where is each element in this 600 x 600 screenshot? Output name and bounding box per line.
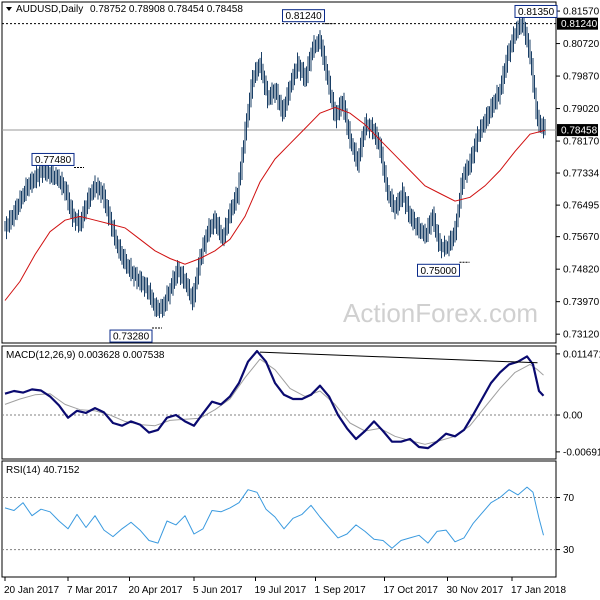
current-price-label-bg — [557, 124, 598, 137]
price-annotation-box — [31, 152, 75, 166]
price-tick-label: 0.75670 — [563, 232, 600, 243]
chart-header: AUDUSD,Daily 0.78752 0.78908 0.78454 0.7… — [6, 4, 243, 15]
macd-tick-label: -0.006913 — [563, 447, 600, 458]
moving-average-line — [4, 106, 546, 301]
price-annotation-label: 0.81350 — [518, 7, 555, 18]
price-tick-label: 0.77334 — [563, 169, 600, 180]
price-tick-label: 0.73120 — [563, 330, 600, 341]
price-annotation-box — [109, 329, 153, 343]
date-tick-label: 17 Jan 2018 — [511, 585, 566, 596]
rsi-tick-label: 30 — [563, 545, 575, 556]
dropdown-triangle-icon[interactable] — [6, 7, 12, 11]
watermark: ActionForex.com — [343, 298, 538, 328]
resistance-price-label: 0.81240 — [561, 19, 598, 30]
date-tick-label: 17 Oct 2017 — [384, 585, 439, 596]
date-tick-label: 20 Apr 2017 — [129, 585, 183, 596]
macd-signal-line — [4, 358, 544, 445]
macd-tick-label: 0.00 — [563, 411, 583, 422]
macd-trendline — [259, 351, 538, 364]
price-panel: ActionForex.com 0.81570 0.80720 0.79870 0.7… — [1, 1, 600, 344]
price-tick-label: 0.79870 — [563, 72, 600, 83]
price-tick-label: 0.80720 — [563, 39, 600, 50]
date-tick-label: 7 Mar 2017 — [67, 585, 118, 596]
price-tick-label: 0.78170 — [563, 137, 600, 148]
price-tick-label: 0.73970 — [563, 297, 600, 308]
symbol-label: AUDUSD,Daily — [16, 4, 83, 15]
date-axis: 20 Jan 2017 7 Mar 2017 20 Apr 2017 5 Jun 20… — [4, 577, 566, 596]
price-annotation-label: 0.81240 — [286, 11, 323, 22]
rsi-panel: 70 30 RSI(14) 40.7152 — [1, 460, 575, 578]
resistance-price-label-bg — [557, 17, 598, 30]
ohlc-values: 0.78752 0.78908 0.78454 0.78458 — [90, 4, 243, 15]
price-tick-label: 0.76495 — [563, 201, 600, 212]
price-tick-label: 0.74820 — [563, 265, 600, 276]
date-tick-label: 20 Jan 2017 — [4, 585, 59, 596]
current-price-label: 0.78458 — [561, 126, 598, 137]
macd-panel: 0.011471 0.00 -0.006913 MACD(12,26,9) 0.00… — [1, 345, 600, 460]
price-tick-label: 0.79020 — [563, 104, 600, 115]
price-annotation-label: 0.77480 — [35, 155, 72, 166]
price-annotation-label: 0.75000 — [421, 266, 458, 277]
date-tick-label: 5 Jun 2017 — [193, 585, 243, 596]
price-annotation-label: 0.73280 — [113, 332, 150, 343]
price-annotation-box — [514, 4, 558, 18]
macd-tick-label: 0.011471 — [563, 349, 600, 360]
date-tick-label: 30 Nov 2017 — [447, 585, 504, 596]
price-tick-label: 0.81570 — [563, 7, 600, 18]
macd-label: MACD(12,26,9) 0.003628 0.007538 — [6, 350, 165, 361]
macd-line — [4, 350, 545, 450]
price-annotation-box — [417, 263, 460, 277]
candlestick-series — [4, 11, 546, 319]
date-tick-label: 1 Sep 2017 — [315, 585, 367, 596]
moving-average-path — [4, 106, 546, 301]
date-tick-label: 19 Jul 2017 — [255, 585, 307, 596]
price-annotation-box — [282, 9, 325, 23]
rsi-line — [4, 486, 544, 549]
rsi-tick-label: 70 — [563, 493, 575, 504]
rsi-label: RSI(14) 40.7152 — [6, 465, 80, 476]
